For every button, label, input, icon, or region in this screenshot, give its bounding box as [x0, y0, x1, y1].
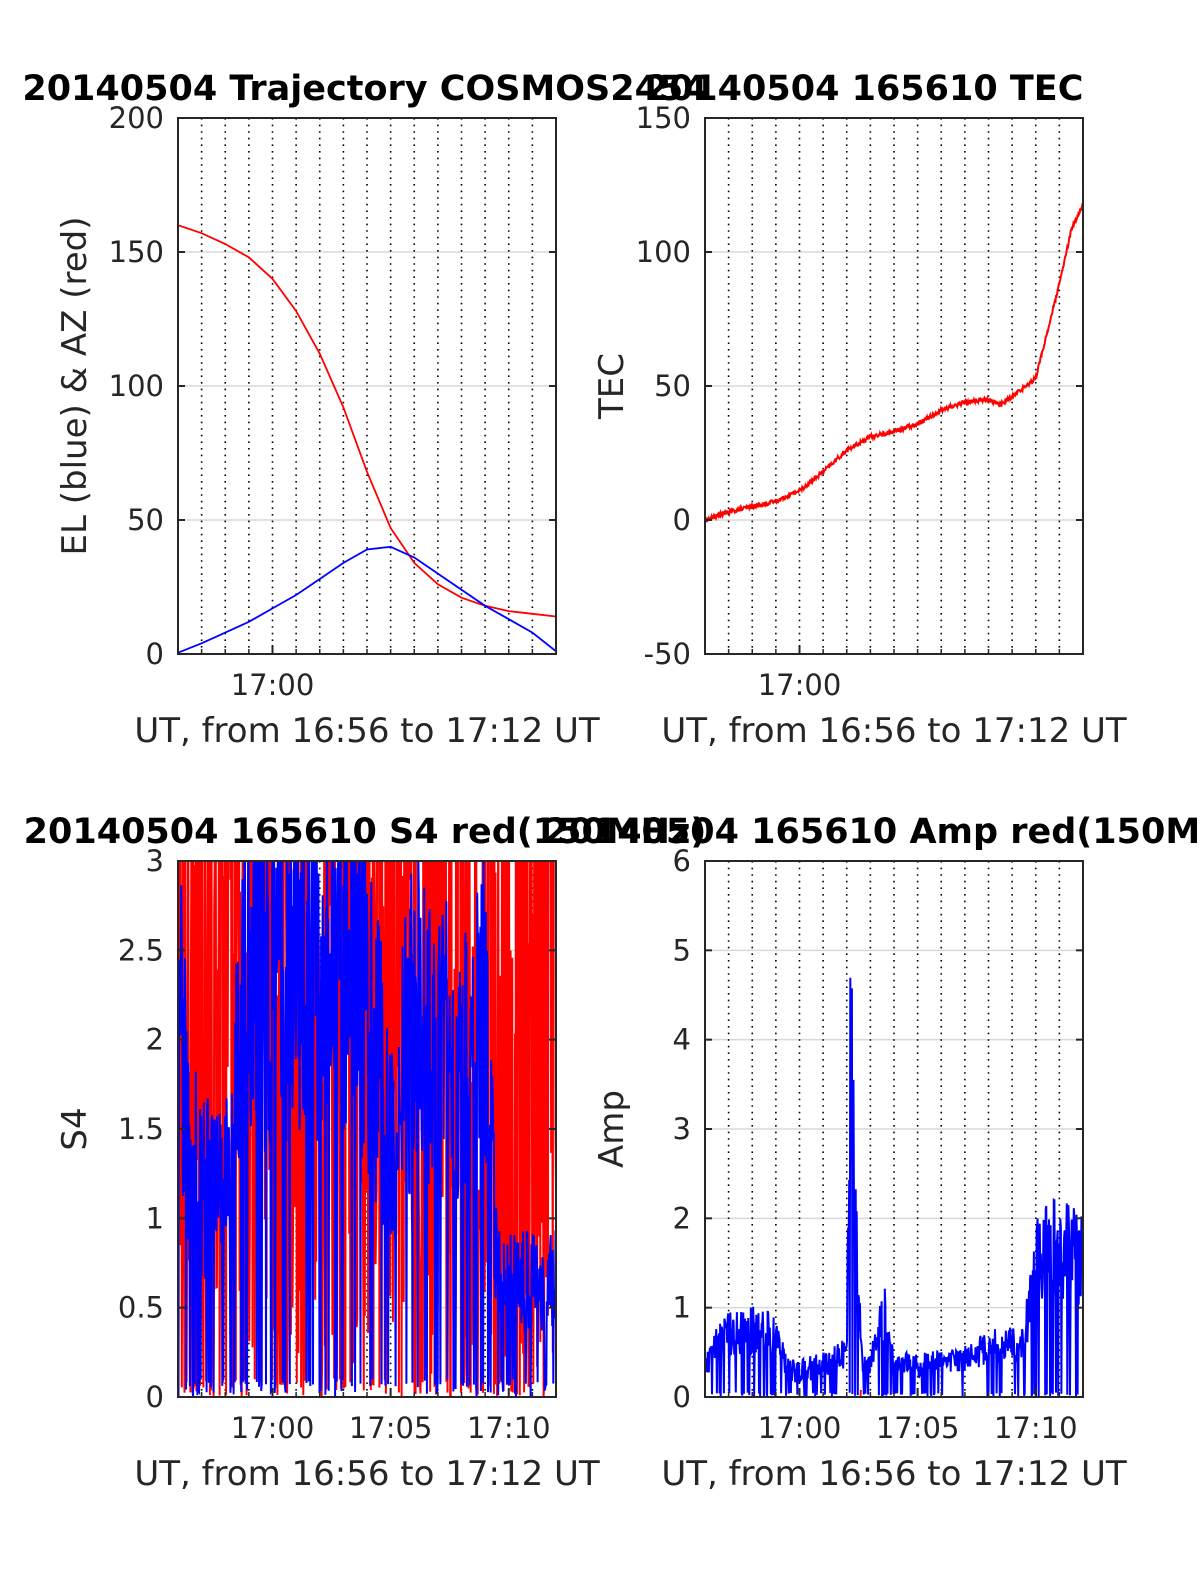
chart-title: 20140504 165610 Amp red(150MHz): [544, 812, 1200, 852]
series-line-red: [705, 202, 1083, 523]
y-tick-label: 2: [146, 1023, 164, 1057]
x-axis-label: UT, from 16:56 to 17:12 UT: [134, 711, 600, 751]
y-tick-label: 1.5: [118, 1112, 164, 1146]
y-tick-label: 200: [109, 101, 164, 135]
series-line-red: [178, 224, 556, 618]
chart-title: 20140504 Trajectory COSMOS2454: [22, 69, 707, 109]
x-tick-label: 17:00: [231, 668, 315, 702]
y-tick-label: 50: [654, 369, 691, 403]
y-tick-label: 4: [673, 1023, 691, 1057]
y-tick-label: 6: [673, 844, 691, 878]
y-tick-label: 1: [673, 1291, 691, 1325]
chart-panel-4: 0 1 2 3 4 5 6 17:00 17:05 17:10 UT, from 16:56 to …: [544, 812, 1200, 1494]
y-axis-label: S4: [55, 1107, 95, 1150]
x-tick-label: 17:00: [758, 668, 842, 702]
y-tick-label: 0: [673, 503, 691, 537]
x-tick-label: 17:00: [231, 1411, 315, 1445]
series-line-blue: [705, 977, 1083, 1397]
y-tick-label: 100: [636, 235, 691, 269]
chart-panel-1: 0 50 100 150 200 17:00 UT, from 16:56 to 17:12…: [22, 69, 707, 751]
y-tick-label: 0: [146, 1380, 164, 1414]
chart-panel-2: -50 0 50 100 150 17:00 UT, from 16:56 to 17:12…: [592, 69, 1127, 751]
chart-title: 20140504 165610 S4 red(150MHz): [24, 812, 707, 852]
chart-panel-3: 0 0.5 1 1.5 2 2.5 3 17:00 17:05 17:10 UT, from 16:…: [24, 812, 707, 1494]
y-tick-label: 3: [146, 844, 164, 878]
x-axis-label: UT, from 16:56 to 17:12 UT: [661, 1454, 1127, 1494]
y-tick-label: 0.5: [118, 1291, 164, 1325]
y-tick-label: 3: [673, 1112, 691, 1146]
y-axis-label: EL (blue) & AZ (red): [55, 216, 95, 555]
series-line-blue: [178, 545, 556, 654]
y-tick-label: 150: [109, 235, 164, 269]
y-tick-label: 2: [673, 1201, 691, 1235]
x-axis-label: UT, from 16:56 to 17:12 UT: [661, 711, 1127, 751]
y-tick-label: 2.5: [118, 933, 164, 967]
y-tick-label: 0: [146, 637, 164, 671]
y-tick-label: 150: [636, 101, 691, 135]
x-tick-label: 17:05: [876, 1411, 960, 1445]
y-tick-label: -50: [644, 637, 691, 671]
y-axis-label: Amp: [592, 1090, 632, 1168]
y-tick-label: 1: [146, 1201, 164, 1235]
x-tick-label: 17:00: [758, 1411, 842, 1445]
x-axis-label: UT, from 16:56 to 17:12 UT: [134, 1454, 600, 1494]
x-tick-label: 17:10: [467, 1411, 551, 1445]
y-tick-label: 100: [109, 369, 164, 403]
y-axis-label: TEC: [592, 353, 632, 420]
y-tick-label: 0: [673, 1380, 691, 1414]
x-tick-label: 17:10: [994, 1411, 1078, 1445]
chart-title: 20140504 165610 TEC: [645, 69, 1084, 109]
x-tick-label: 17:05: [349, 1411, 433, 1445]
series-line-blue: [178, 861, 556, 1397]
y-tick-label: 50: [127, 503, 164, 537]
y-tick-label: 5: [673, 933, 691, 967]
